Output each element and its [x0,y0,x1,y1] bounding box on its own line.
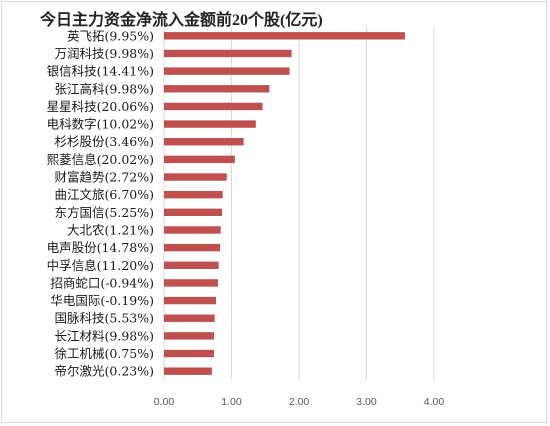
bars [164,32,405,375]
x-tick-labels: 0.00 1.00 2.00 3.00 4.00 [154,396,445,408]
bar [164,67,290,75]
category-label: 中孚信息(11.20%) [47,258,154,273]
bar [164,85,270,93]
x-tick-label: 2.00 [289,396,310,408]
category-label: 国脉科技(5.53%) [55,311,154,326]
bar [164,155,235,164]
gridlines [163,27,435,380]
bar [164,349,214,358]
category-label: 银信科技(14.41%) [47,64,154,79]
bar [164,226,221,234]
category-label: 招商蛇口(-0.94%) [50,275,154,290]
category-label: 曲江文旅(6.70%) [55,187,154,202]
category-label: 杉杉股份(3.46%) [55,134,154,149]
category-label: 东方国信(5.25%) [55,205,154,220]
category-label: 帝尔激光(0.23%) [55,364,154,379]
category-label: 电科数字(10.02%) [47,117,154,132]
x-tick-label: 0.00 [154,396,175,408]
bar [164,261,219,269]
bar [164,173,227,181]
bar [164,49,292,58]
category-label: 万润科技(9.98%) [55,46,154,61]
bar [164,279,218,287]
category-label: 大北农(1.21%) [67,222,154,237]
bar [164,102,263,111]
category-label: 星星科技(20.06%) [47,99,154,114]
category-label: 财富趋势(2.72%) [55,170,154,185]
category-label: 徐工机械(0.75%) [55,346,154,361]
bar [164,120,256,128]
category-label: 电声股份(14.78%) [47,240,154,255]
bar [164,367,212,375]
bar [164,314,215,322]
category-label: 长江材料(9.98%) [55,328,154,343]
bar [164,243,221,252]
bar [164,190,223,199]
bar [164,208,223,217]
bar [164,332,214,340]
x-tick-label: 4.00 [424,396,445,408]
bar [164,138,244,146]
category-labels: 英飞拓(9.95%) 万润科技(9.98%) 银信科技(14.41%) 张江高科(9.… [47,28,154,378]
category-label: 英飞拓(9.95%) [67,28,154,43]
category-label: 华电国际(-0.19%) [50,293,154,308]
chart-title: 今日主力资金净流入金额前20个股(亿元) [40,12,323,29]
bar [164,32,405,40]
bar [164,296,216,305]
x-tick-label: 1.00 [221,396,242,408]
x-tick-label: 3.00 [356,396,377,408]
category-label: 熙菱信息(20.02%) [47,152,154,167]
category-label: 张江高科(9.98%) [55,81,154,96]
